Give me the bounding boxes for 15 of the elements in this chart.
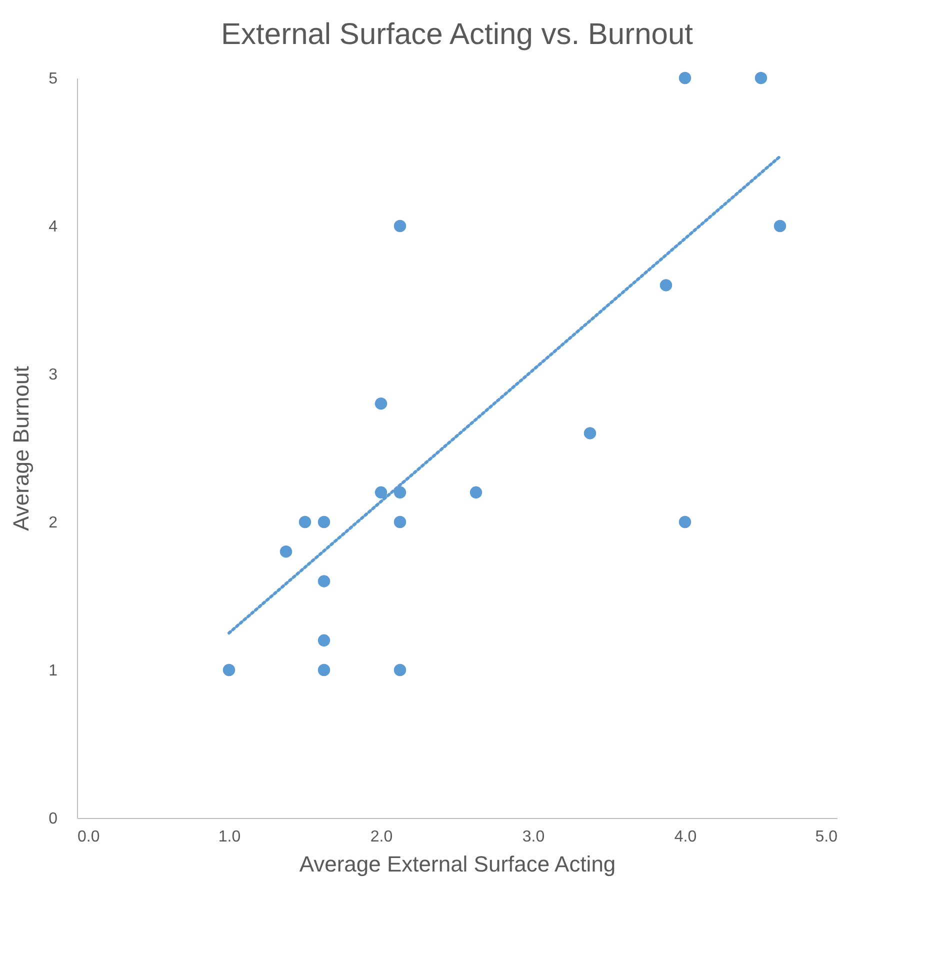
x-tick-label: 4.0 [674, 828, 697, 846]
y-tick-label: 2 [48, 514, 58, 532]
y-tick-label: 4 [48, 218, 58, 236]
x-tick-label: 0.0 [78, 828, 100, 846]
y-tick-label: 3 [48, 366, 58, 384]
chart-title: External Surface Acting vs. Burnout [221, 18, 694, 51]
x-tick-label: 2.0 [370, 828, 393, 846]
x-tick-label: 5.0 [815, 828, 838, 846]
x-tick-label: 1.0 [218, 828, 241, 846]
y-tick-label: 5 [48, 70, 58, 88]
x-axis-title: Average External Surface Acting [299, 852, 616, 876]
y-tick-label: 1 [48, 662, 58, 680]
y-tick-label: 0 [48, 810, 58, 828]
x-tick-label: 3.0 [522, 828, 545, 846]
y-axis-title: Average Burnout [8, 366, 34, 531]
